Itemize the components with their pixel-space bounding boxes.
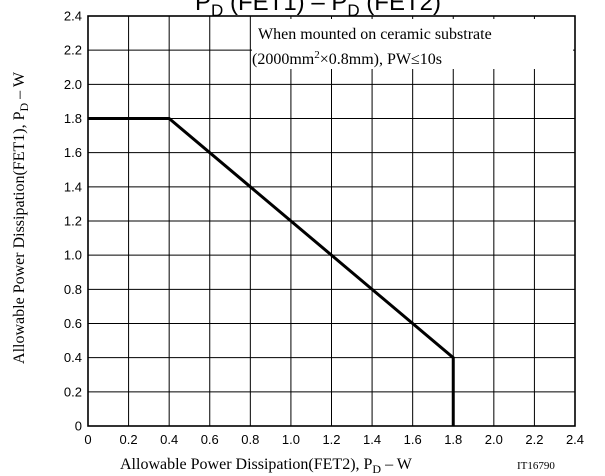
x-tick-label: 0.4 [160,432,178,447]
y-tick-label: 1.2 [64,214,82,229]
x-tick-label: 1.6 [404,432,422,447]
axis-labels: Allowable Power Dissipation(FET2), PD – … [11,71,555,476]
y-tick-label: 2.0 [64,77,82,92]
x-tick-label: 1.8 [444,432,462,447]
plot-frame [87,15,576,427]
annotation-bg [252,19,573,69]
x-tick-label: 0 [84,432,91,447]
x-tick-label: 0.6 [201,432,219,447]
chart-title: PD (FET1) – PD (FET2) [195,0,441,20]
y-tick-label: 0 [75,419,82,434]
y-tick-label: 0.8 [64,282,82,297]
y-tick-label: 1.6 [64,145,82,160]
y-tick-label: 2.2 [64,43,82,58]
x-tick-label: 2.0 [485,432,503,447]
annotation-line-2: (2000mm2×0.8mm), PW≤10s [252,49,442,68]
y-tick-label: 0.6 [64,316,82,331]
x-axis-label: Allowable Power Dissipation(FET2), PD – … [120,456,413,476]
tick-labels: 0 0.2 0.4 0.6 0.8 1.0 1.2 1.4 1.6 1.8 2.0 2.2 2.4 0 0.… [64,9,584,448]
annotation: When mounted on ceramic substrate (2000mm… [252,19,573,69]
y-tick-label: 1.4 [64,179,82,194]
x-tick-label: 2.2 [525,432,543,447]
grid [87,15,576,427]
series [88,117,455,426]
x-tick-label: 1.0 [282,432,300,447]
x-tick-label: 0.8 [241,432,259,447]
x-tick-label: 0.2 [120,432,138,447]
x-tick-label: 1.2 [322,432,340,447]
y-tick-label: 1.0 [64,248,82,263]
series-line [88,117,455,426]
y-tick-label: 0.2 [64,384,82,399]
chart-title-text: PD (FET1) – PD (FET2) [195,0,441,20]
y-tick-label: 1.8 [64,111,82,126]
y-axis-label: Allowable Power Dissipation(FET1), PD – … [11,71,31,364]
x-tick-label: 2.4 [566,432,584,447]
figure-id: IT16790 [517,460,555,472]
y-tick-label: 2.4 [64,9,82,24]
y-tick-label: 0.4 [64,350,82,365]
annotation-line-1: When mounted on ceramic substrate [258,26,492,43]
x-tick-label: 1.4 [363,432,381,447]
